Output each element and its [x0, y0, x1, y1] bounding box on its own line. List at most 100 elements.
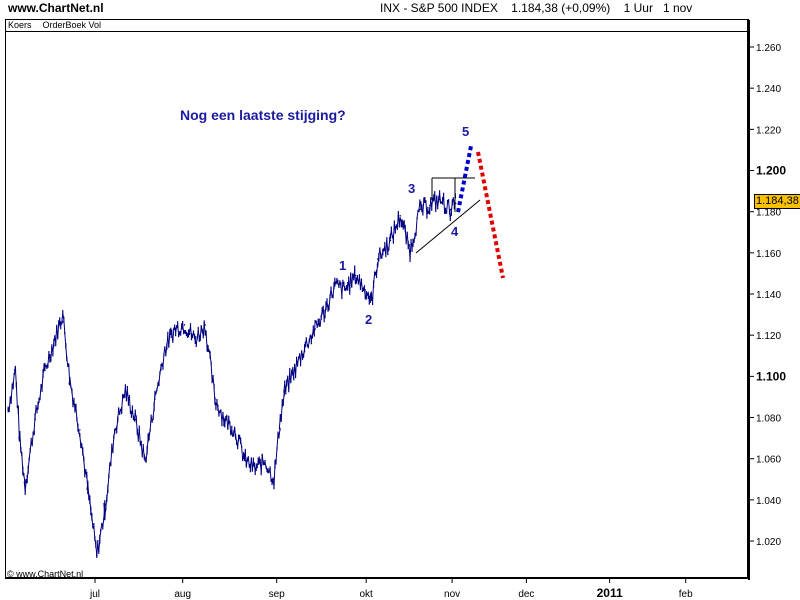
price-segment — [207, 348, 210, 351]
price-segment — [362, 288, 364, 291]
price-segment — [38, 398, 41, 401]
price-segment — [77, 427, 80, 433]
price-segment — [158, 372, 161, 384]
price-segment — [377, 257, 380, 265]
price-segment — [140, 442, 142, 445]
data-point — [44, 369, 46, 371]
price-segment — [364, 295, 367, 298]
price-segment — [188, 331, 190, 334]
price-segment — [8, 399, 11, 411]
x-tick-label-nov: nov — [444, 589, 460, 600]
price-segment — [290, 371, 293, 383]
price-segment — [12, 373, 15, 386]
price-segment — [419, 201, 422, 206]
price-segment — [381, 251, 384, 258]
forecast-up-line — [456, 145, 473, 213]
price-segment — [98, 539, 101, 552]
data-point — [134, 418, 137, 421]
price-segment — [70, 386, 73, 392]
price-segment — [94, 538, 97, 545]
price-segment — [128, 397, 131, 413]
price-segment — [23, 474, 26, 482]
price-segment — [105, 498, 108, 508]
price-segment — [39, 385, 42, 399]
price-segment — [151, 417, 154, 422]
tab-koers[interactable]: Koers — [8, 20, 32, 30]
price-segment — [275, 448, 278, 462]
price-segment — [282, 402, 284, 404]
price-segment — [370, 292, 373, 297]
price-segment — [390, 230, 393, 237]
copyright: © www.ChartNet.nl — [7, 569, 84, 579]
x-tick-label-sep: sep — [269, 589, 286, 600]
data-point — [78, 429, 81, 431]
price-segment — [320, 310, 323, 318]
price-segment — [379, 248, 382, 257]
data-point — [409, 249, 411, 252]
price-segment — [168, 333, 171, 347]
price-segment — [71, 390, 74, 404]
price-segment — [450, 202, 453, 213]
instrument-title: INX - S&P 500 INDEX — [380, 1, 498, 15]
price-segment — [235, 436, 238, 443]
data-point — [14, 369, 17, 371]
price-segment — [107, 475, 110, 489]
y-tick-label: 1.220 — [756, 125, 781, 136]
price-segment — [117, 408, 120, 420]
price-segment — [302, 355, 304, 358]
price-segment — [15, 384, 18, 407]
price-segment — [227, 419, 230, 429]
data-point — [154, 398, 156, 400]
price-segment — [245, 459, 248, 467]
price-segment — [217, 407, 220, 415]
price-segment — [205, 333, 208, 348]
data-point — [87, 488, 89, 491]
price-segment — [414, 233, 417, 236]
price-segment — [319, 317, 322, 326]
price-segment — [19, 432, 22, 450]
price-segment — [382, 249, 385, 253]
annotations: Nog een laatste stijging? 1 2 3 4 5 — [180, 107, 505, 327]
price-segment — [218, 411, 221, 415]
price-segment — [216, 401, 219, 408]
price-segment — [187, 333, 189, 336]
price-segment — [157, 382, 160, 385]
price-segment — [252, 461, 255, 465]
price-segment — [99, 530, 102, 540]
price-segment — [345, 287, 348, 290]
price-segment — [330, 289, 333, 297]
data-point — [370, 299, 373, 301]
date: 1 nov — [662, 1, 693, 15]
price-segment — [278, 429, 281, 436]
data-point — [144, 459, 146, 462]
interval: 1 Uur — [623, 1, 653, 15]
price-segment — [313, 321, 316, 336]
y-tick-label: 1.240 — [756, 84, 781, 95]
price-segment — [425, 201, 428, 215]
price-segment — [342, 281, 345, 285]
forecast-down-line — [476, 151, 505, 279]
price-segment — [413, 235, 416, 242]
price-segment — [170, 331, 173, 334]
y-tick-label: 1.180 — [756, 208, 781, 219]
price-segment — [239, 436, 242, 441]
price-segment — [64, 333, 67, 346]
price-segment — [190, 326, 192, 337]
price-segment — [85, 471, 88, 476]
x-tick-label-dec: dec — [518, 589, 534, 600]
price-segment — [88, 496, 91, 500]
y-tick-label: 1.120 — [756, 331, 781, 342]
price-segment — [260, 455, 263, 472]
price-segment — [73, 401, 76, 409]
data-point — [113, 429, 116, 431]
price-segment — [323, 314, 326, 319]
wave-label-3: 3 — [408, 181, 415, 196]
tab-orderboek-vol[interactable]: OrderBoek Vol — [42, 20, 102, 30]
price-segment — [388, 238, 391, 249]
price-segment — [332, 285, 335, 297]
price-segment — [208, 350, 211, 355]
price-segment — [264, 462, 267, 468]
price-segment — [25, 478, 28, 482]
price-segment — [146, 437, 149, 451]
data-point — [334, 284, 336, 287]
